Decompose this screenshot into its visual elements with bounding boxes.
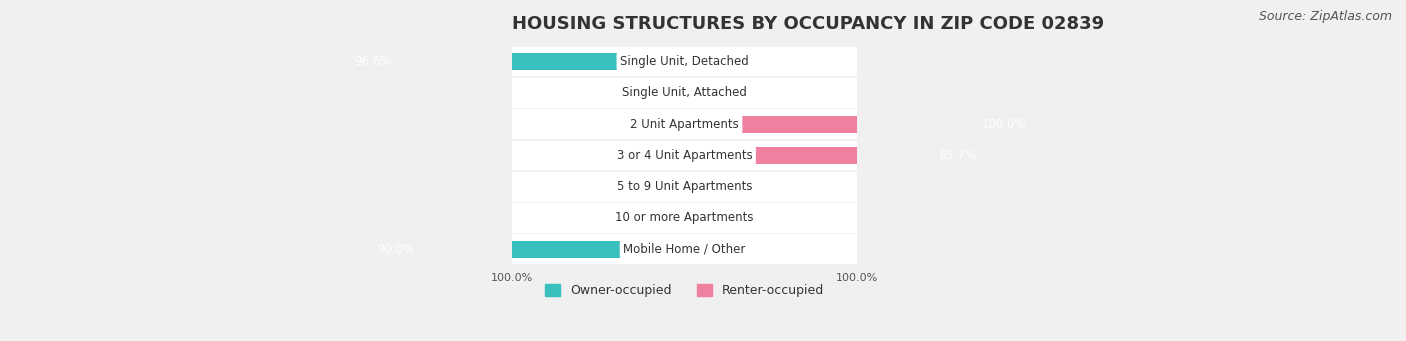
Text: 2 Unit Apartments: 2 Unit Apartments: [630, 118, 738, 131]
Text: 0.0%: 0.0%: [686, 86, 716, 99]
Text: Single Unit, Attached: Single Unit, Attached: [621, 86, 747, 99]
Text: 0.0%: 0.0%: [654, 180, 683, 193]
Text: 85.7%: 85.7%: [939, 149, 977, 162]
Text: Mobile Home / Other: Mobile Home / Other: [623, 243, 745, 256]
FancyBboxPatch shape: [512, 207, 858, 229]
Text: Single Unit, Detached: Single Unit, Detached: [620, 55, 749, 68]
Text: Source: ZipAtlas.com: Source: ZipAtlas.com: [1258, 10, 1392, 23]
FancyBboxPatch shape: [512, 113, 858, 136]
Text: 14.3%: 14.3%: [638, 149, 676, 162]
Text: 96.6%: 96.6%: [354, 55, 392, 68]
Bar: [512, 140, 858, 170]
Text: 5 to 9 Unit Apartments: 5 to 9 Unit Apartments: [617, 180, 752, 193]
Text: 0.0%: 0.0%: [686, 211, 716, 224]
Text: 100.0%: 100.0%: [981, 118, 1026, 131]
Bar: [685, 241, 718, 258]
Legend: Owner-occupied, Renter-occupied: Owner-occupied, Renter-occupied: [540, 279, 830, 302]
Text: 0.0%: 0.0%: [686, 180, 716, 193]
Bar: [512, 203, 858, 233]
Bar: [352, 53, 685, 70]
FancyBboxPatch shape: [512, 238, 858, 261]
Text: 3.4%: 3.4%: [697, 55, 728, 68]
Text: 0.0%: 0.0%: [654, 86, 683, 99]
Text: 10 or more Apartments: 10 or more Apartments: [616, 211, 754, 224]
Bar: [636, 147, 685, 164]
FancyBboxPatch shape: [512, 175, 858, 198]
Text: 3 or 4 Unit Apartments: 3 or 4 Unit Apartments: [617, 149, 752, 162]
Text: 90.0%: 90.0%: [377, 243, 415, 256]
Bar: [512, 109, 858, 139]
Text: HOUSING STRUCTURES BY OCCUPANCY IN ZIP CODE 02839: HOUSING STRUCTURES BY OCCUPANCY IN ZIP C…: [512, 15, 1104, 33]
Bar: [685, 116, 1029, 133]
Bar: [512, 234, 858, 264]
Bar: [685, 147, 980, 164]
Text: 0.0%: 0.0%: [654, 211, 683, 224]
Bar: [512, 172, 858, 202]
Text: 0.0%: 0.0%: [654, 118, 683, 131]
Bar: [685, 53, 696, 70]
FancyBboxPatch shape: [512, 50, 858, 73]
Bar: [512, 47, 858, 76]
Bar: [512, 78, 858, 108]
Bar: [374, 241, 685, 258]
FancyBboxPatch shape: [512, 144, 858, 167]
Text: 10.0%: 10.0%: [679, 243, 716, 256]
FancyBboxPatch shape: [512, 81, 858, 104]
